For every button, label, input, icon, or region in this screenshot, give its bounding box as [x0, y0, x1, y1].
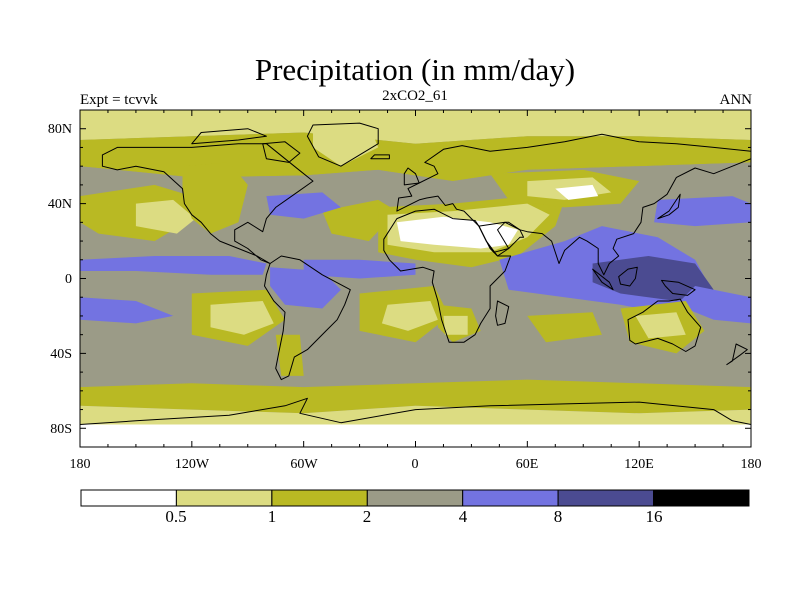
colorbar-box [653, 489, 750, 507]
lon-label-180w: 180 [69, 457, 91, 472]
experiment-label: Expt = tcvvk [80, 92, 158, 108]
colorbar-box [271, 489, 368, 507]
contour-australia-drier [635, 312, 686, 339]
colorbar-label: 4 [458, 507, 468, 526]
contour-nw-atlantic-wet [266, 192, 341, 219]
colorbar-box [557, 489, 654, 507]
contour-sw-pacific-wet [80, 297, 174, 324]
contour-nw-pacific-wet [654, 196, 751, 227]
coastline-new-zealand [726, 343, 748, 366]
lon-label-120e: 120E [624, 457, 654, 472]
colorbar-label: 1 [267, 507, 277, 526]
lat-label-equator: 0 [65, 272, 72, 287]
contour-itcz-pacific [80, 256, 267, 275]
coastline-canadian-archipelago [191, 128, 267, 145]
colorbar-box [80, 489, 177, 507]
lon-label-180e: 180 [740, 457, 762, 472]
season-label: ANN [719, 92, 753, 108]
lon-label-60e: 60E [515, 457, 539, 472]
contour-patagonia-dry [275, 334, 304, 376]
contour-warm-pool-wetter [592, 256, 714, 301]
contour-north-america-interior [182, 162, 248, 234]
coastline-arabia [478, 221, 525, 253]
coastline-australia [627, 298, 702, 352]
contour-itcz-atlantic [303, 259, 416, 279]
colorbar-label: 2 [362, 507, 372, 526]
coastline-south-america [264, 255, 351, 381]
coastline-new-guinea [661, 279, 696, 296]
coastline-greenland [306, 122, 379, 167]
contour-antarctic-interior [80, 424, 751, 447]
coastline-japan [657, 193, 681, 220]
precipitation-contours [80, 110, 751, 447]
lat-label-40n: 40N [47, 197, 72, 212]
lon-label-0: 0 [411, 457, 419, 472]
colorbar-label: 8 [553, 507, 563, 526]
colorbar-label: 0.5 [165, 507, 187, 526]
lat-label-40s: 40S [50, 347, 72, 362]
coastline-british-isles [403, 167, 420, 186]
coastline-iceland [370, 154, 390, 160]
coastline-antarctica [80, 397, 751, 447]
contour-south-indian-dry [527, 312, 602, 343]
colorbar-box [462, 489, 559, 507]
contour-ne-pacific-drier [135, 199, 196, 234]
lon-label-120w: 120W [174, 457, 210, 472]
contour-gobi-desert [555, 184, 599, 200]
contour-spcz-wet [676, 286, 751, 324]
lat-label-80s: 80S [50, 422, 72, 437]
contour-kalahari [443, 315, 468, 335]
coastline-borneo [618, 266, 638, 287]
coastline-madagascar [495, 300, 510, 326]
contour-northern-midlat-mid [80, 132, 751, 182]
contour-arctic-dry [80, 110, 751, 144]
coastline-sumatra [592, 268, 614, 291]
chart-title: Precipitation (in mm/day) [254, 52, 576, 87]
lon-label-60w: 60W [290, 457, 318, 472]
contour-se-atlantic-drier [381, 301, 438, 331]
colorbar-box [175, 489, 273, 507]
run-label: 2xCO2_61 [382, 88, 448, 104]
colorbar-label: 16 [645, 507, 663, 526]
coastline-baffin-island [262, 141, 301, 163]
coastline-africa [383, 208, 512, 343]
axis-ticks [79, 109, 752, 448]
contour-southern-ocean-mid [80, 379, 751, 414]
colorbar-box [366, 489, 464, 507]
contour-amazon-wet [270, 267, 341, 309]
contour-antarctic-edge [80, 405, 751, 425]
contour-greenland [313, 125, 379, 167]
contour-se-pacific-drier [210, 301, 274, 335]
colorbar [80, 489, 750, 507]
coastlines [80, 122, 751, 447]
lat-label-80n: 80N [47, 122, 72, 137]
